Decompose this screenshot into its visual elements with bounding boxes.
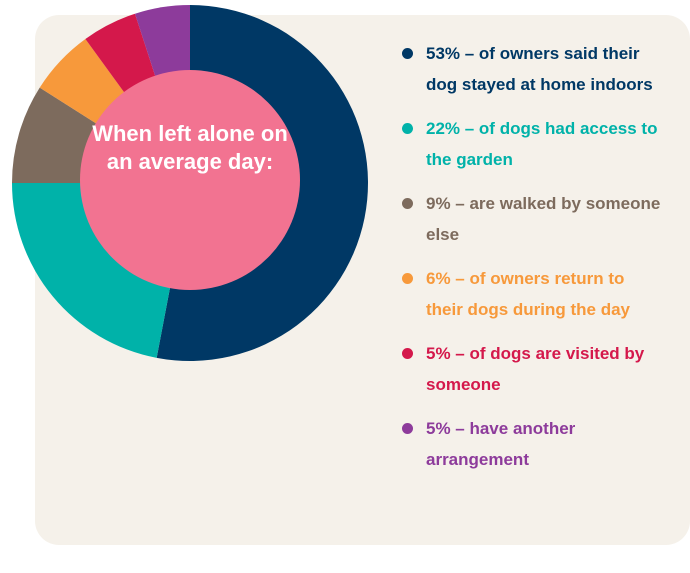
- legend-label: 53% – of owners said their dog stayed at…: [426, 44, 653, 94]
- legend-dot: [402, 348, 413, 359]
- legend-label: 6% – of owners return to their dogs duri…: [426, 269, 631, 319]
- legend-item: 53% – of owners said their dog stayed at…: [402, 38, 662, 100]
- legend-item: 22% – of dogs had access to the garden: [402, 113, 662, 175]
- center-circle: [80, 70, 300, 290]
- center-label: When left alone on an average day:: [92, 121, 288, 174]
- legend-label: 9% – are walked by someone else: [426, 194, 661, 244]
- legend-item: 9% – are walked by someone else: [402, 188, 662, 250]
- legend-item: 5% – of dogs are visited by someone: [402, 338, 662, 400]
- legend-label: 22% – of dogs had access to the garden: [426, 119, 658, 169]
- legend: 53% – of owners said their dog stayed at…: [402, 38, 662, 488]
- legend-label: 5% – have another arrangement: [426, 419, 576, 469]
- legend-dot: [402, 198, 413, 209]
- legend-dot: [402, 273, 413, 284]
- legend-label: 5% – of dogs are visited by someone: [426, 344, 645, 394]
- legend-dot: [402, 423, 413, 434]
- legend-item: 5% – have another arrangement: [402, 413, 662, 475]
- legend-dot: [402, 48, 413, 59]
- legend-dot: [402, 123, 413, 134]
- legend-item: 6% – of owners return to their dogs duri…: [402, 263, 662, 325]
- donut-chart: [12, 5, 368, 361]
